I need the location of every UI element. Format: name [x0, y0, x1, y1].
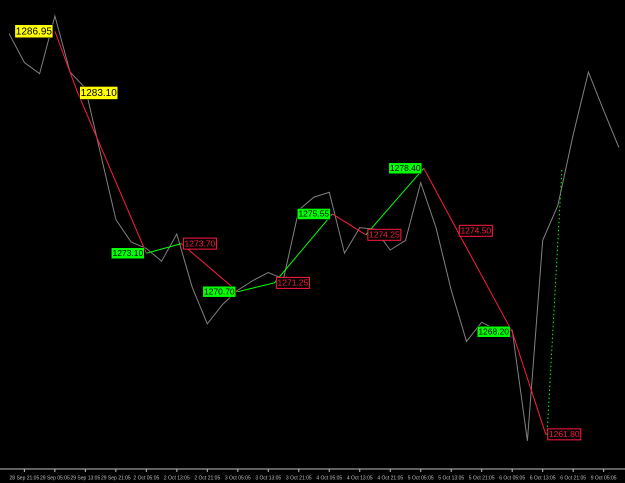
- x-tick-label: 3 Oct 21:05: [286, 475, 312, 481]
- x-tick-label: 6 Oct 21:05: [560, 475, 586, 481]
- x-tick-label: 2 Oct 21:05: [194, 475, 220, 481]
- price-label-box: [297, 208, 331, 220]
- price-label: 1278.40: [390, 163, 421, 173]
- price-label: 1275.55: [298, 209, 329, 219]
- price-label-box: [547, 428, 582, 441]
- zigzag-segment: [274, 213, 333, 284]
- price-label: 1270.70: [204, 286, 235, 296]
- price-label: 1268.20: [478, 327, 509, 337]
- x-tick-label: 3 Oct 05:05: [225, 475, 251, 481]
- price-label-box: [182, 237, 217, 250]
- price-label: 1273.70: [185, 238, 216, 248]
- price-label: 1283.10: [81, 88, 118, 99]
- x-tick-label: 5 Oct 13:05: [438, 475, 464, 481]
- x-tick-label: 2 Oct 05:05: [133, 475, 159, 481]
- price-label: 1274.50: [460, 226, 491, 236]
- price-label-box: [202, 285, 237, 298]
- price-line: [8, 14, 620, 441]
- zigzag-segment: [77, 92, 147, 254]
- price-label-box: [14, 24, 54, 39]
- price-label: 1274.25: [369, 230, 400, 240]
- zigzag-segment: [456, 230, 513, 333]
- x-tick-label: 9 Oct 05:05: [591, 475, 617, 481]
- x-tick-label: 4 Oct 13:05: [347, 475, 373, 481]
- current-leg: [546, 167, 563, 436]
- price-label: 1286.95: [16, 26, 53, 37]
- price-label: 1273.10: [112, 248, 143, 258]
- price-label-box: [79, 86, 118, 100]
- price-label-box: [388, 162, 423, 175]
- zigzag-segment: [237, 282, 275, 293]
- zigzag-segment: [146, 243, 182, 254]
- x-tick-label: 29 Sep 05:05: [40, 475, 70, 481]
- x-tick-label: 4 Oct 05:05: [316, 475, 342, 481]
- zigzag-segment: [54, 31, 79, 94]
- zigzag-segment: [511, 331, 547, 435]
- x-tick-label: 4 Oct 21:05: [377, 475, 403, 481]
- zigzag-segment: [332, 213, 367, 236]
- x-tick-label: 29 Sep 13:05: [70, 475, 100, 481]
- x-tick-label: 5 Oct 21:05: [469, 475, 495, 481]
- price-label-box: [458, 224, 493, 237]
- zigzag-segment: [181, 243, 239, 293]
- price-label: 1271.25: [278, 278, 309, 288]
- x-tick-label: 28 Sep 21:05: [10, 475, 40, 481]
- price-label-box: [367, 228, 402, 241]
- price-label: 1261.80: [549, 429, 580, 439]
- x-tick-label: 3 Oct 13:05: [255, 475, 281, 481]
- x-tick-label: 5 Oct 05:05: [408, 475, 434, 481]
- x-tick-label: 2 Oct 13:05: [164, 475, 190, 481]
- x-tick-label: 29 Sep 21:05: [101, 475, 131, 481]
- x-tick-label: 6 Oct 13:05: [530, 475, 556, 481]
- zigzag-segment: [365, 167, 425, 236]
- zigzag-segment: [423, 168, 458, 232]
- x-tick-label: 6 Oct 05:05: [499, 475, 525, 481]
- price-label-box: [111, 247, 145, 259]
- price-label-box: [476, 326, 511, 338]
- price-label-box: [275, 276, 310, 289]
